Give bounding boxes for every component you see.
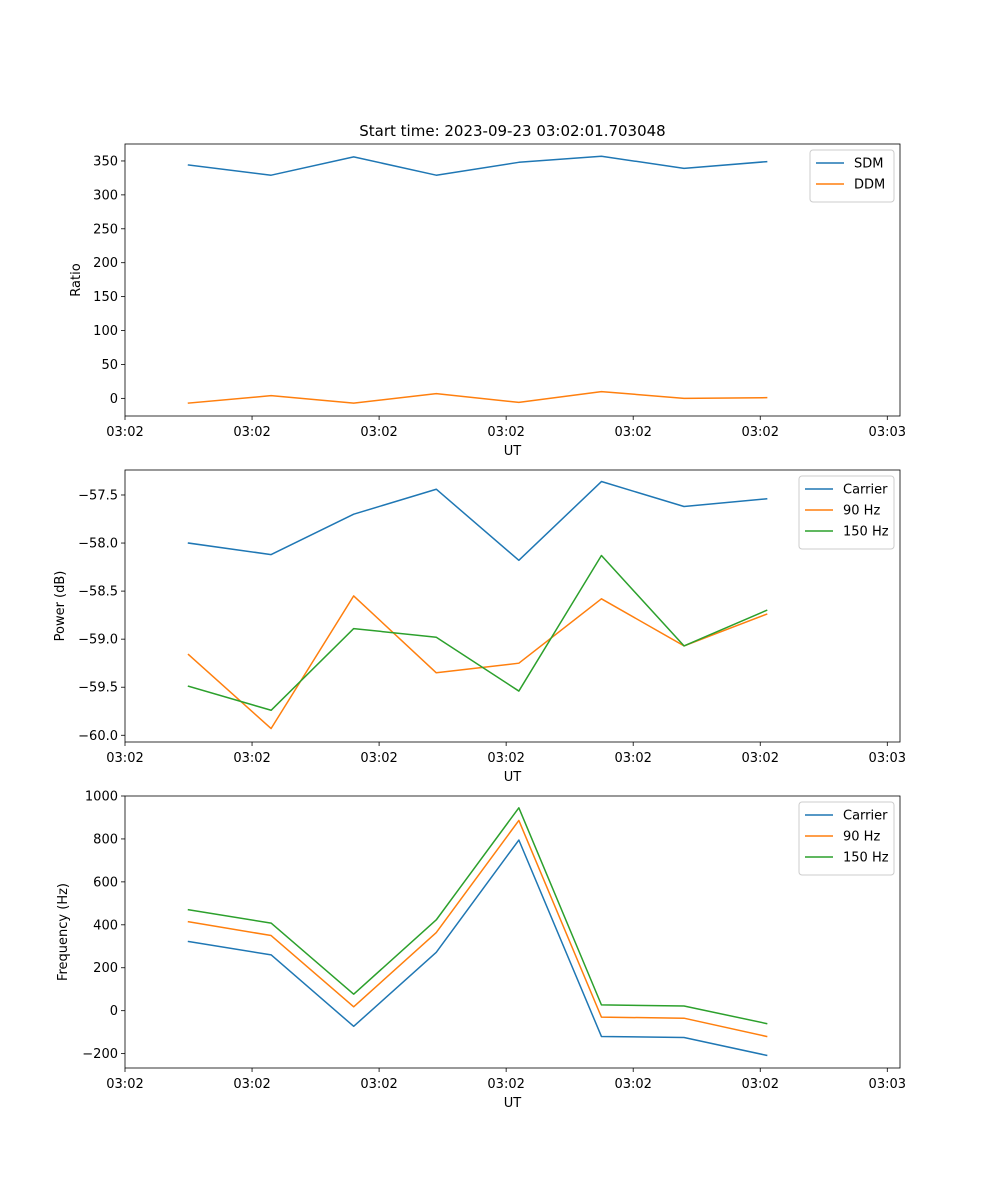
legend-label: 90 Hz <box>843 504 880 519</box>
legend-label: Carrier <box>843 809 888 824</box>
subplot-2: 03:02 03:02 03:02 03:02 03:02 03:02 03:03 −60.0… <box>53 469 906 785</box>
series-line-carrier <box>187 480 768 562</box>
y-tick-label: −59.5 <box>78 681 118 696</box>
y-tick-label: 0 <box>110 1004 118 1019</box>
x-tick-label: 03:02 <box>742 425 779 440</box>
x-axis-label: UT <box>504 770 522 785</box>
y-tick-label: −200 <box>82 1047 118 1062</box>
x-tick-label: 03:02 <box>742 1077 779 1092</box>
series-line-ddm <box>187 390 768 404</box>
legend-label: Carrier <box>843 483 888 498</box>
y-tick-label: 250 <box>93 222 118 237</box>
x-tick-label: 03:02 <box>106 751 143 766</box>
x-tick-label: 03:02 <box>233 425 270 440</box>
series-line-90-hz <box>187 819 768 1038</box>
x-tick-label: 03:03 <box>869 1077 906 1092</box>
subplot-1: 03:02 03:02 03:02 03:02 03:02 03:02 03:03 0 50 10… <box>69 122 906 459</box>
y-axis-label: Frequency (Hz) <box>56 883 71 981</box>
x-tick-label: 03:02 <box>614 425 651 440</box>
y-tick-label: 0 <box>110 392 118 407</box>
series-line-carrier <box>187 839 768 1057</box>
x-tick-label: 03:02 <box>614 751 651 766</box>
legend-label: SDM <box>854 157 883 172</box>
y-tick-label: 1000 <box>85 790 118 805</box>
y-axis-label: Power (dB) <box>53 571 68 642</box>
x-tick-label: 03:02 <box>487 1077 524 1092</box>
y-tick-label: 200 <box>93 961 118 976</box>
y-tick-label: 400 <box>93 918 118 933</box>
y-tick-label: 350 <box>93 154 118 169</box>
subplot-3: 03:02 03:02 03:02 03:02 03:02 03:02 03:03 −200 0… <box>56 790 906 1112</box>
series-line-sdm <box>187 155 768 176</box>
legend-label: 150 Hz <box>843 851 889 866</box>
legend: SDM DDM <box>809 149 895 203</box>
x-tick-label: 03:02 <box>360 1077 397 1092</box>
x-tick-label: 03:03 <box>869 425 906 440</box>
x-tick-label: 03:02 <box>360 751 397 766</box>
y-tick-label: −57.5 <box>78 488 118 503</box>
series-line-150-hz <box>187 807 768 1025</box>
axes-frame <box>124 795 901 1069</box>
y-tick-label: −58.0 <box>78 537 118 552</box>
y-axis-label: Ratio <box>69 263 84 296</box>
x-tick-label: 03:02 <box>614 1077 651 1092</box>
legend: Carrier 90 Hz 150 Hz <box>798 475 895 550</box>
y-tick-label: −59.0 <box>78 633 118 648</box>
legend-label: DDM <box>854 178 885 193</box>
legend-label: 90 Hz <box>843 830 880 845</box>
y-tick-label: 100 <box>93 324 118 339</box>
axes-frame <box>124 143 901 417</box>
y-tick-label: −60.0 <box>78 729 118 744</box>
x-tick-label: 03:02 <box>233 751 270 766</box>
y-tick-label: 200 <box>93 256 118 271</box>
x-tick-label: 03:02 <box>233 1077 270 1092</box>
chart-title: Start time: 2023-09-23 03:02:01.703048 <box>359 122 665 140</box>
x-axis-label: UT <box>504 1096 522 1111</box>
y-tick-label: −58.5 <box>78 585 118 600</box>
legend: Carrier 90 Hz 150 Hz <box>798 801 895 876</box>
x-tick-label: 03:02 <box>742 751 779 766</box>
y-tick-label: 150 <box>93 290 118 305</box>
y-tick-label: 50 <box>101 358 118 373</box>
x-axis-label: UT <box>504 444 522 459</box>
y-tick-label: 600 <box>93 875 118 890</box>
x-tick-label: 03:02 <box>106 425 143 440</box>
legend-label: 150 Hz <box>843 525 889 540</box>
series-line-90-hz <box>187 595 768 730</box>
x-tick-label: 03:02 <box>360 425 397 440</box>
series-line-150-hz <box>187 554 768 712</box>
x-tick-label: 03:03 <box>869 751 906 766</box>
x-tick-label: 03:02 <box>487 751 524 766</box>
y-tick-label: 800 <box>93 832 118 847</box>
y-tick-label: 300 <box>93 188 118 203</box>
x-tick-label: 03:02 <box>106 1077 143 1092</box>
x-tick-label: 03:02 <box>487 425 524 440</box>
axes-frame <box>124 469 901 743</box>
